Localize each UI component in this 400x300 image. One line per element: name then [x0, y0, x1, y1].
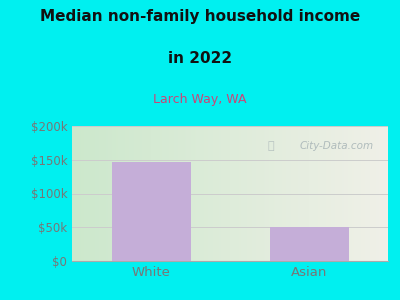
Bar	[112, 162, 190, 261]
Text: in 2022: in 2022	[168, 51, 232, 66]
Bar	[270, 227, 348, 261]
Text: City-Data.com: City-Data.com	[300, 141, 374, 151]
Text: Larch Way, WA: Larch Way, WA	[153, 93, 247, 106]
Text: Ⓠ: Ⓠ	[268, 141, 274, 151]
Text: Median non-family household income: Median non-family household income	[40, 9, 360, 24]
